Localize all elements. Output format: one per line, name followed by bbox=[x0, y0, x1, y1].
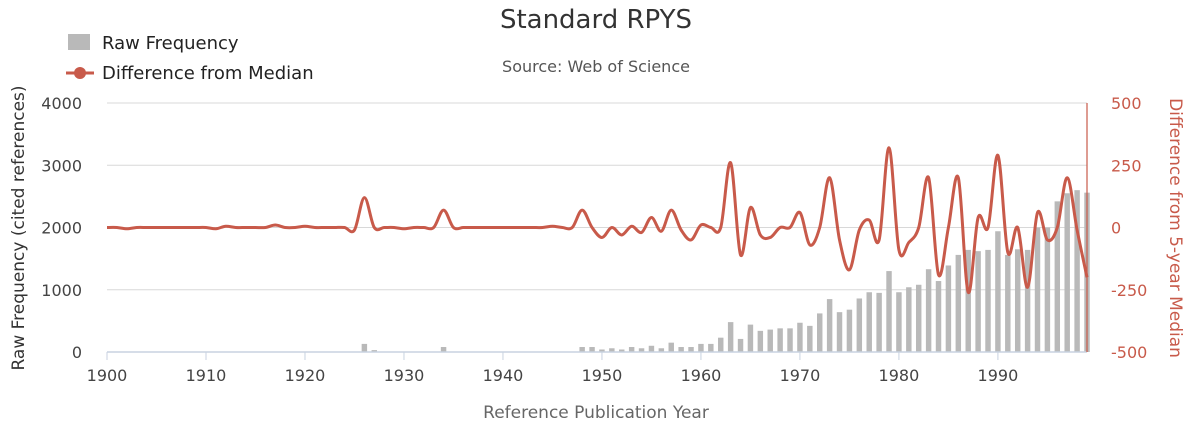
bar-1972 bbox=[817, 313, 823, 352]
bar-1967 bbox=[767, 329, 773, 352]
difference-from-median-line bbox=[106, 146, 1089, 294]
right-y-axis: 500 250 0 -250 -500 bbox=[1086, 94, 1147, 362]
bar-1976 bbox=[856, 298, 863, 352]
legend-label-raw-frequency[interactable]: Raw Frequency bbox=[102, 33, 239, 54]
bar-1980 bbox=[896, 292, 902, 352]
left-tick-label: 2000 bbox=[41, 219, 82, 238]
bar-1958 bbox=[678, 347, 684, 352]
bar-1974 bbox=[836, 312, 843, 352]
bar-series bbox=[361, 190, 1090, 352]
bar-1934 bbox=[440, 347, 447, 352]
bar-1987 bbox=[965, 249, 971, 352]
bar-1998 bbox=[1074, 190, 1080, 352]
bar-1991 bbox=[1005, 254, 1011, 352]
line-series bbox=[106, 146, 1089, 294]
right-tick-label: 250 bbox=[1111, 156, 1142, 175]
bar-1966 bbox=[757, 330, 764, 352]
bar-1968 bbox=[777, 328, 783, 352]
bar-1961 bbox=[708, 343, 714, 352]
x-tick-label: 1960 bbox=[681, 366, 722, 385]
x-tick-label: 1990 bbox=[978, 366, 1019, 385]
bar-1962 bbox=[718, 337, 724, 352]
chart-title: Standard RPYS bbox=[500, 5, 692, 35]
x-tick-label: 1930 bbox=[384, 366, 425, 385]
bar-1994 bbox=[1034, 227, 1041, 352]
left-tick-label: 3000 bbox=[41, 156, 82, 175]
bar-1995 bbox=[1044, 227, 1051, 352]
right-axis-title: Difference from 5-year Median bbox=[1165, 98, 1185, 358]
x-tick-label: 1900 bbox=[87, 366, 128, 385]
bar-1950 bbox=[599, 349, 605, 352]
x-tick-label: 1940 bbox=[483, 366, 524, 385]
x-tick-label: 1920 bbox=[285, 366, 326, 385]
bar-1983 bbox=[925, 269, 932, 352]
right-tick-label: -250 bbox=[1111, 281, 1147, 300]
bar-1986 bbox=[955, 254, 962, 352]
bar-1992 bbox=[1014, 249, 1021, 352]
bar-1984 bbox=[935, 281, 942, 352]
left-tick-label: 4000 bbox=[41, 94, 82, 113]
bar-1973 bbox=[826, 299, 833, 352]
bar-1927 bbox=[371, 350, 377, 352]
x-tick-label: 1980 bbox=[879, 366, 920, 385]
bar-1952 bbox=[619, 349, 625, 352]
x-tick-label: 1970 bbox=[780, 366, 821, 385]
bar-1979 bbox=[886, 271, 892, 352]
bar-1988 bbox=[975, 251, 981, 352]
legend-line-marker bbox=[74, 67, 86, 79]
bar-1949 bbox=[589, 347, 595, 352]
bar-1996 bbox=[1054, 201, 1061, 352]
left-tick-label: 1000 bbox=[41, 281, 82, 300]
bar-1960 bbox=[698, 343, 704, 352]
legend-bar-swatch bbox=[68, 34, 90, 50]
bar-1985 bbox=[945, 265, 952, 352]
bar-1993 bbox=[1024, 249, 1031, 352]
bar-1997 bbox=[1064, 193, 1070, 352]
left-tick-label: 0 bbox=[72, 343, 82, 362]
bar-1926 bbox=[361, 343, 368, 352]
bar-1989 bbox=[985, 249, 991, 352]
bar-1965 bbox=[747, 324, 754, 352]
bar-1959 bbox=[688, 347, 694, 352]
bar-1951 bbox=[609, 348, 615, 352]
bar-1964 bbox=[737, 338, 744, 352]
x-axis-title: Reference Publication Year bbox=[483, 403, 709, 423]
bar-1969 bbox=[787, 328, 793, 352]
chart-subtitle: Source: Web of Science bbox=[502, 57, 690, 76]
bar-1975 bbox=[846, 309, 853, 352]
right-tick-label: -500 bbox=[1111, 343, 1147, 362]
bar-1978 bbox=[876, 292, 882, 352]
bar-1953 bbox=[628, 347, 635, 352]
right-tick-label: 0 bbox=[1111, 219, 1121, 238]
bar-1957 bbox=[668, 342, 674, 352]
bar-1954 bbox=[638, 348, 645, 352]
legend-label-difference-from-median[interactable]: Difference from Median bbox=[102, 63, 314, 84]
bar-1963 bbox=[727, 322, 734, 352]
bar-1948 bbox=[579, 347, 585, 352]
left-y-axis: 0 1000 2000 3000 4000 bbox=[41, 94, 82, 362]
bar-1982 bbox=[915, 284, 922, 352]
bar-1970 bbox=[797, 322, 803, 352]
bar-1956 bbox=[658, 348, 665, 352]
x-tick-label: 1950 bbox=[582, 366, 623, 385]
bar-1981 bbox=[906, 287, 912, 352]
bar-1990 bbox=[995, 231, 1001, 352]
right-tick-label: 500 bbox=[1111, 94, 1142, 113]
left-axis-title: Raw Frequency (cited references) bbox=[9, 85, 29, 370]
bar-1971 bbox=[807, 325, 813, 352]
legend[interactable]: Raw Frequency Difference from Median bbox=[66, 33, 314, 84]
bar-1977 bbox=[866, 292, 872, 352]
x-tick-label: 1910 bbox=[186, 366, 227, 385]
bar-1955 bbox=[648, 345, 655, 352]
x-axis: 1900 1910 1920 1930 1940 1950 1960 1970 1980 1990 bbox=[87, 351, 1087, 385]
